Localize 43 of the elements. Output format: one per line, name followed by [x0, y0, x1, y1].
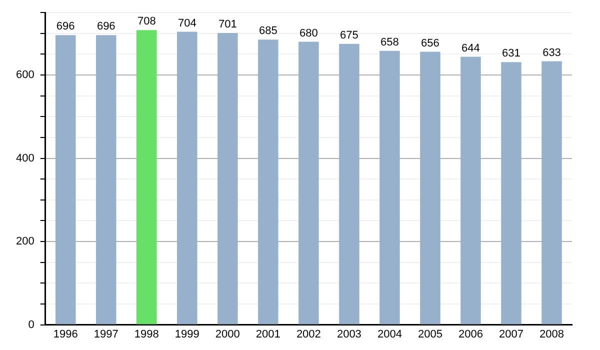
data-label: 680	[299, 27, 318, 40]
y-tick-label: 400	[16, 152, 34, 164]
data-label: 696	[56, 20, 75, 33]
bar	[460, 56, 481, 324]
x-tick-label: 2008	[540, 328, 564, 340]
x-tick-label: 2000	[215, 328, 240, 340]
x-tick-label: 2002	[296, 328, 321, 340]
x-tick-label: 1997	[94, 328, 118, 340]
bar	[501, 62, 522, 324]
data-label: 675	[340, 29, 358, 42]
bar	[96, 35, 116, 324]
x-tick-label: 2005	[418, 328, 442, 340]
data-label: 633	[542, 46, 561, 59]
bar	[420, 52, 440, 324]
data-label: 704	[178, 17, 196, 30]
bar	[177, 32, 198, 324]
bar	[136, 30, 157, 324]
x-tick-label: 2004	[377, 328, 402, 340]
y-tick-label: 200	[16, 236, 34, 248]
data-label: 644	[462, 42, 480, 54]
data-label: 658	[380, 36, 399, 48]
x-tick-label: 1999	[174, 328, 200, 340]
bar	[55, 35, 76, 324]
bar	[218, 32, 238, 324]
data-label: 631	[502, 48, 520, 60]
bar	[258, 40, 278, 324]
data-label: 656	[421, 37, 440, 50]
bar	[380, 50, 400, 324]
x-tick-label: 1996	[53, 328, 78, 340]
x-tick-label: 2007	[498, 328, 524, 340]
x-tick-label: 1998	[134, 328, 159, 340]
data-label: 685	[258, 25, 278, 38]
x-tick-label: 2003	[336, 328, 362, 340]
y-tick-label: 0	[28, 318, 34, 331]
x-tick-label: 2001	[256, 328, 280, 340]
bar	[298, 42, 319, 324]
y-tick-label: 600	[16, 69, 34, 82]
data-label: 708	[137, 16, 156, 28]
x-tick-label: 2006	[458, 328, 483, 340]
bar	[542, 61, 562, 324]
data-label: 696	[96, 20, 116, 33]
bar	[339, 44, 360, 324]
data-label: 701	[218, 18, 237, 31]
